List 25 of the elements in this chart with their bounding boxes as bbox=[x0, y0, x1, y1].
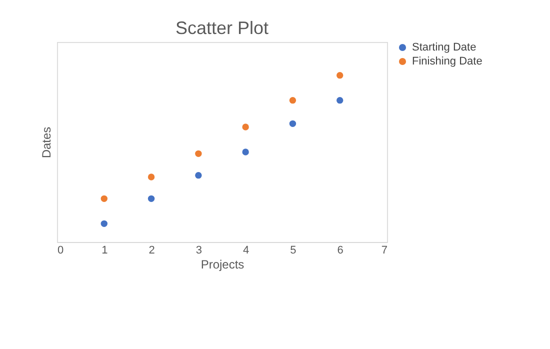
y-axis-title: Dates bbox=[40, 126, 54, 158]
x-tick-label: 6 bbox=[337, 244, 344, 256]
chart-title: Scatter Plot bbox=[175, 18, 269, 38]
point bbox=[100, 220, 108, 228]
point bbox=[100, 195, 108, 202]
x-tick-label: 3 bbox=[196, 244, 202, 256]
x-tick-label: 2 bbox=[148, 244, 155, 256]
point bbox=[242, 124, 249, 130]
point bbox=[289, 120, 296, 128]
point bbox=[289, 96, 296, 104]
legend-label: Finishing Date bbox=[412, 56, 482, 68]
legend-label: Starting Date bbox=[412, 42, 476, 54]
point bbox=[336, 96, 344, 104]
x-tick-label: 4 bbox=[243, 244, 250, 256]
point bbox=[195, 150, 202, 158]
x-tick-label: 7 bbox=[381, 244, 388, 256]
x-tick-label: 5 bbox=[290, 244, 296, 256]
point bbox=[336, 72, 344, 79]
x-tick-label: 1 bbox=[102, 244, 108, 256]
x-axis-title: Projects bbox=[200, 258, 244, 272]
point bbox=[195, 172, 202, 179]
x-tick-label: 0 bbox=[58, 244, 64, 256]
point bbox=[148, 195, 155, 202]
point bbox=[148, 174, 155, 180]
point bbox=[242, 148, 249, 156]
